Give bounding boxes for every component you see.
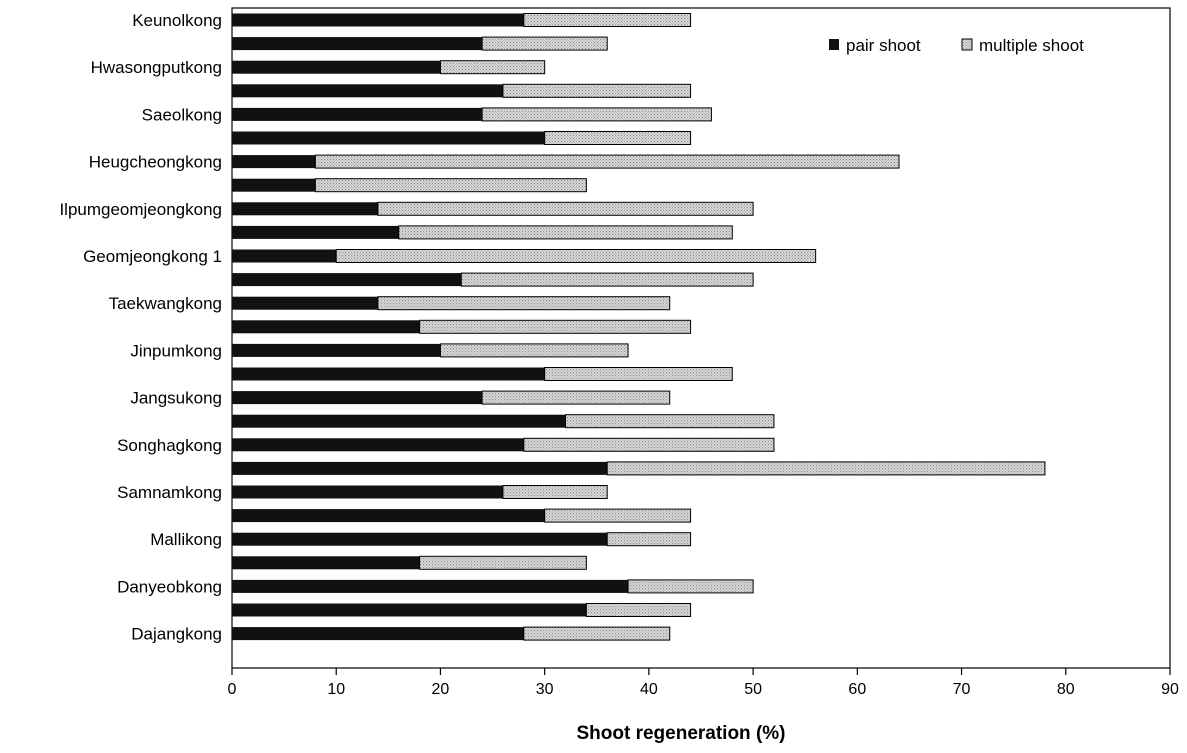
bar-multiple-shoot-25 [585,603,692,617]
bar-pair-shoot-21 [232,509,545,523]
bar-pair-shoot-22 [232,532,608,546]
x-tick-label: 30 [536,681,554,698]
bar-pair-shoot-7 [232,178,316,192]
bar-multiple-shoot-1 [481,36,608,51]
plot-area [231,7,1171,669]
bar-multiple-shoot-13 [419,319,692,334]
bar-pair-shoot-6 [232,155,316,169]
bar-pair-shoot-11 [232,273,462,287]
bar-pair-shoot-16 [232,391,483,405]
bar-pair-shoot-23 [232,556,420,570]
category-label: Mallikong [150,530,222,549]
bar-pair-shoot-9 [232,225,399,239]
bar-pair-shoot-14 [232,343,441,357]
bar-multiple-shoot-11 [460,272,754,287]
bars [232,13,1046,641]
bar-pair-shoot-19 [232,461,608,475]
x-tick-label: 70 [953,681,971,698]
x-axis: 0 10 20 30 40 50 60 70 80 90 [228,668,1179,698]
bar-pair-shoot-20 [232,485,503,499]
bar-pair-shoot-10 [232,249,337,263]
x-tick-label: 40 [640,681,658,698]
category-label: Songhagkong [117,436,222,455]
bar-pair-shoot-18 [232,438,524,452]
bar-multiple-shoot-7 [314,178,587,193]
legend-label-pair-shoot: pair shoot [846,36,921,55]
category-labels: Keunolkong Hwasongputkong Saeolkong Heugche… [59,11,222,644]
bar-pair-shoot-13 [232,320,420,334]
x-tick-label: 90 [1161,681,1179,698]
x-axis-label: Shoot regeneration (%) [576,723,785,744]
category-label: Saeolkong [142,105,222,124]
bar-pair-shoot-4 [232,107,483,121]
bar-multiple-shoot-10 [335,249,817,263]
bar-pair-shoot-0 [232,13,524,27]
category-label: Samnamkong [117,483,222,502]
category-label: Geomjeongkong 1 [83,247,222,266]
bar-multiple-shoot-22 [606,532,692,547]
bar-pair-shoot-24 [232,579,629,593]
category-label: Dajangkong [131,625,222,644]
bar-multiple-shoot-14 [439,343,629,358]
x-tick-label: 80 [1057,681,1075,698]
bar-multiple-shoot-21 [544,508,692,523]
bar-multiple-shoot-2 [439,60,546,75]
category-label: Danyeobkong [117,577,222,596]
bar-multiple-shoot-6 [314,154,900,169]
bar-multiple-shoot-20 [502,485,608,499]
bar-pair-shoot-26 [232,627,524,641]
legend: pair shoot multiple shoot [829,36,1084,55]
bar-pair-shoot-15 [232,367,545,381]
category-label: Hwasongputkong [91,58,222,77]
bar-multiple-shoot-17 [565,414,775,429]
x-tick-label: 20 [432,681,450,698]
bar-multiple-shoot-19 [606,461,1046,476]
x-tick-label: 10 [327,681,345,698]
bar-multiple-shoot-4 [481,107,712,122]
legend-swatch-pair-shoot [829,39,839,50]
bar-pair-shoot-5 [232,131,545,145]
bar-pair-shoot-2 [232,60,441,74]
bar-multiple-shoot-26 [523,626,671,641]
bar-multiple-shoot-9 [398,225,733,240]
bar-multiple-shoot-18 [523,437,775,452]
category-label: Keunolkong [132,11,222,30]
legend-label-multiple-shoot: multiple shoot [979,36,1084,55]
bar-pair-shoot-17 [232,414,566,428]
bar-pair-shoot-12 [232,296,378,310]
bar-multiple-shoot-0 [523,13,692,27]
category-label: Jangsukong [130,389,222,408]
bar-multiple-shoot-23 [419,555,587,570]
plot-frame [231,7,1171,669]
bar-pair-shoot-3 [232,84,503,98]
bar-multiple-shoot-12 [377,296,671,311]
category-label: Ilpumgeomjeongkong [59,200,222,219]
category-label: Taekwangkong [109,294,222,313]
bar-pair-shoot-1 [232,37,483,51]
bar-multiple-shoot-16 [481,390,671,405]
bar-pair-shoot-25 [232,603,587,617]
bar-multiple-shoot-3 [502,83,692,98]
bar-multiple-shoot-24 [627,579,754,594]
legend-swatch-multiple-shoot [961,38,973,51]
bar-multiple-shoot-15 [544,367,733,381]
bar-multiple-shoot-5 [544,131,692,145]
x-tick-label: 60 [848,681,866,698]
x-tick-label: 0 [228,681,237,698]
category-label: Jinpumkong [130,341,222,360]
bar-pair-shoot-8 [232,202,378,216]
category-label: Heugcheongkong [89,153,222,172]
bar-multiple-shoot-8 [377,201,754,216]
x-tick-label: 50 [744,681,762,698]
